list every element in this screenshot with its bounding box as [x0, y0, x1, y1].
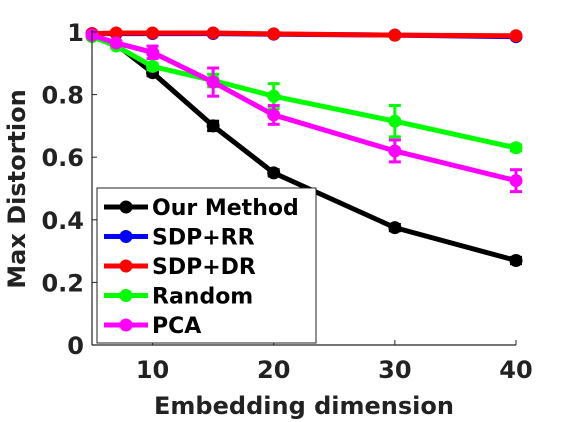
data-point	[509, 29, 523, 43]
legend-marker	[119, 259, 133, 273]
data-point	[206, 119, 220, 133]
legend: Our Method SDP+RR SDP+DR Random PCA	[96, 187, 317, 344]
legend-item: PCA	[104, 314, 201, 339]
data-point	[509, 253, 523, 267]
data-point	[267, 108, 281, 122]
data-point	[388, 28, 402, 42]
x-tick-label: 20	[257, 356, 290, 384]
legend-label: Our Method	[152, 196, 299, 221]
axes-layer: 10 20 30 40 0 0.2 0.4 0.6 0.8 1	[41, 19, 532, 384]
data-point	[388, 221, 402, 235]
data-point	[509, 141, 523, 155]
legend-marker	[119, 289, 133, 302]
legend-marker	[119, 200, 133, 214]
x-tick-label: 30	[378, 356, 411, 384]
data-point	[509, 174, 523, 188]
x-axis-label: Embedding dimension	[154, 392, 454, 420]
legend-label: SDP+RR	[152, 226, 255, 251]
y-ticks: 0 0.2 0.4 0.6 0.8 1	[41, 19, 97, 360]
y-tick-label: 0	[67, 332, 84, 360]
data-point	[388, 144, 402, 158]
data-point	[109, 36, 123, 50]
series-sdp-dr	[85, 26, 523, 43]
legend-label: SDP+DR	[152, 255, 256, 280]
data-point	[146, 26, 160, 40]
legend-label: Random	[152, 285, 253, 310]
y-tick-label: 0.6	[41, 144, 84, 172]
y-tick-label: 1	[67, 19, 84, 47]
legend-marker	[119, 318, 133, 332]
data-point	[267, 89, 281, 103]
legend-items: Our Method SDP+RR SDP+DR Random PCA	[104, 196, 299, 339]
legend-item: SDP+RR	[104, 226, 255, 251]
data-point	[267, 166, 281, 180]
x-ticks: 10 20 30 40	[136, 340, 533, 384]
data-point	[206, 75, 220, 89]
y-tick-label: 0.8	[41, 82, 84, 110]
data-point	[206, 26, 220, 40]
legend-marker	[119, 230, 133, 243]
data-point	[267, 27, 281, 41]
legend-item: SDP+DR	[104, 255, 256, 280]
y-tick-label: 0.2	[41, 269, 84, 297]
series-pca	[85, 28, 523, 194]
data-point	[388, 114, 402, 128]
data-point	[109, 26, 123, 40]
x-tick-label: 10	[136, 356, 169, 384]
data-point	[146, 45, 160, 59]
legend-item: Our Method	[104, 196, 299, 221]
legend-label: PCA	[152, 314, 201, 339]
legend-item: Random	[104, 285, 253, 310]
data-point	[146, 59, 160, 73]
y-axis-label: Max Distortion	[3, 89, 31, 288]
y-tick-label: 0.4	[41, 207, 84, 235]
x-tick-label: 40	[499, 356, 532, 384]
series-layer	[85, 26, 523, 267]
